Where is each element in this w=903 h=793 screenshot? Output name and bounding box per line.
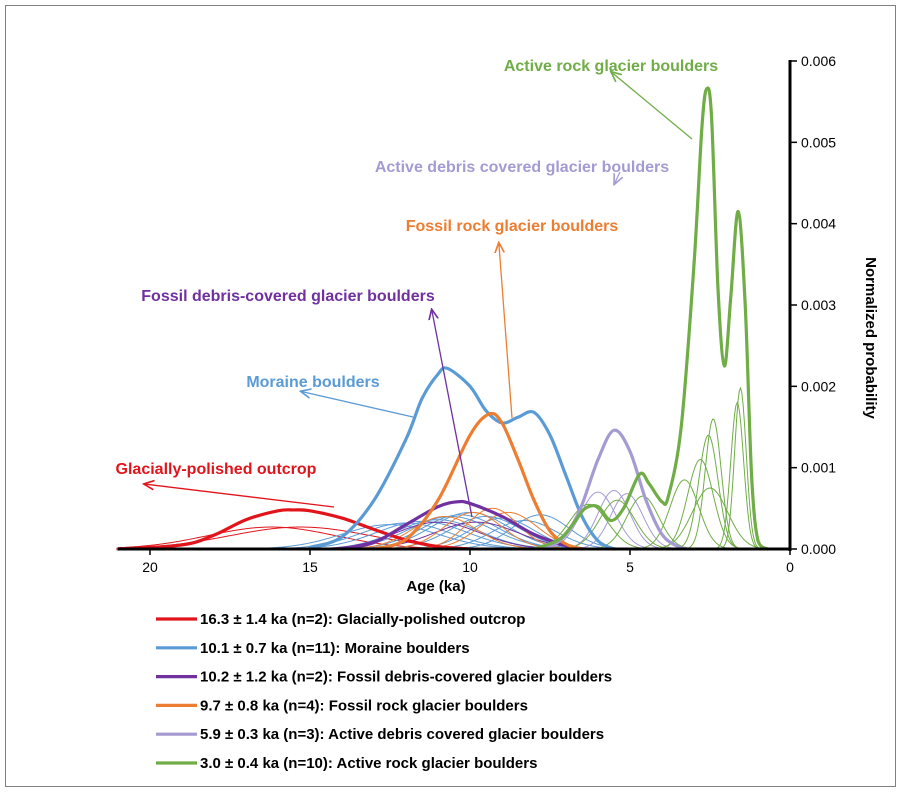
glacially-polished-outcrop-arrow (144, 484, 335, 508)
legend-entry-active-rock-glacier-boulders: 3.0 ± 0.4 ka (n=10): Active rock glacier… (200, 755, 537, 772)
x-tick-label: 0 (786, 559, 794, 575)
figure-frame (5, 5, 896, 787)
moraine-boulders-annotation: Moraine boulders (246, 374, 379, 391)
x-tick-label: 20 (142, 559, 158, 575)
glacially-polished-outcrop-annotation: Glacially-polished outcrop (116, 461, 317, 478)
legend-entry-moraine-boulders: 10.1 ± 0.7 ka (n=11): Moraine boulders (200, 640, 470, 657)
y-tick-label: 0.004 (801, 216, 836, 232)
y-tick-label: 0.006 (801, 53, 836, 69)
active-rock-glacier-boulders-summary-curve (532, 86, 770, 551)
legend-entry-fossil-rock-glacier-boulders: 9.7 ± 0.8 ka (n=4): Fossil rock glacier … (200, 697, 528, 714)
active-debris-covered-glacier-boulders-annotation: Active debris covered glacier boulders (375, 159, 669, 176)
y-tick-label: 0.002 (801, 378, 836, 394)
legend-entry-glacially-polished-outcrop: 16.3 ± 1.4 ka (n=2): Glacially-polished … (200, 611, 525, 628)
fossil-debris-covered-glacier-boulders-annotation: Fossil debris-covered glacier boulders (141, 288, 435, 305)
glacially-polished-outcrop-summary-curve (116, 508, 472, 551)
y-tick-label: 0.003 (801, 297, 836, 313)
y-tick-label: 0.000 (801, 541, 836, 557)
active-debris-covered-glacier-boulders-arrow (614, 171, 620, 185)
y-tick-label: 0.001 (801, 460, 836, 476)
y-tick-label: 0.005 (801, 134, 836, 150)
x-tick-label: 5 (626, 559, 634, 575)
y-axis-title: Normalized probability (862, 257, 879, 419)
active-rock-glacier-boulders-individual-curve-8 (710, 401, 763, 550)
annotations: Active rock glacier boulders Active debri… (116, 58, 718, 518)
summary-curves (116, 86, 770, 551)
legend-entry-fossil-debris-covered-glacier-boulders: 10.2 ± 1.2 ka (n=2): Fossil debris-cover… (200, 669, 612, 686)
fossil-rock-glacier-boulders-summary-curve (372, 411, 584, 551)
axes: 20 15 10 5 0 0.000 0.001 0.002 0.003 0.004 0.005 0.… (118, 53, 879, 595)
x-tick-label: 10 (462, 559, 478, 575)
legend: 16.3 ± 1.4 ka (n=2): Glacially-polished … (156, 611, 612, 772)
fossil-debris-covered-glacier-boulders-summary-curve (340, 499, 584, 551)
active-rock-glacier-boulders-arrow (611, 72, 693, 140)
fossil-rock-glacier-boulders-annotation: Fossil rock glacier boulders (406, 218, 619, 235)
fossil-debris-covered-glacier-boulders-arrow (432, 309, 473, 518)
moraine-boulders-arrow (300, 391, 414, 418)
legend-entry-active-debris-covered-glacier-boulders: 5.9 ± 0.3 ka (n=3): Active debris covere… (200, 726, 604, 743)
moraine-boulders-summary-curve (308, 366, 616, 551)
active-rock-glacier-boulders-individual-curve-6 (668, 434, 748, 550)
fossil-rock-glacier-boulders-arrow (499, 242, 513, 419)
x-tick-label: 15 (302, 559, 318, 575)
active-rock-glacier-boulders-individual-curve-7 (679, 418, 747, 550)
active-rock-glacier-boulders-annotation: Active rock glacier boulders (504, 58, 718, 75)
active-rock-glacier-boulders-individual-curve-9 (716, 386, 764, 550)
x-axis-title: Age (ka) (406, 578, 465, 595)
